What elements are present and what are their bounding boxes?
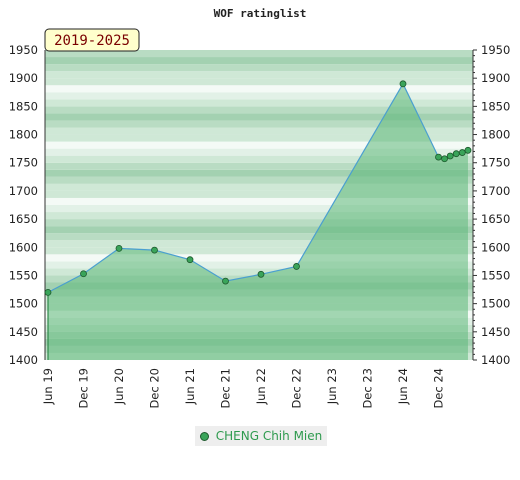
x-tick-label: Jun 20 <box>112 368 126 405</box>
x-tick-label: Jun 23 <box>325 368 339 405</box>
y-tick-label-left: 1450 <box>9 325 38 339</box>
y-tick-label-right: 1700 <box>481 184 510 198</box>
data-point <box>80 270 87 278</box>
data-point <box>452 150 460 158</box>
data-point <box>257 270 265 278</box>
y-tick-label-right: 1450 <box>481 325 510 339</box>
y-tick-label-right: 1550 <box>481 268 510 282</box>
data-points <box>44 80 472 296</box>
y-tick-label-left: 1800 <box>9 128 38 142</box>
y-tick-label-left: 1850 <box>9 99 38 113</box>
x-tick-label: Dec 22 <box>290 368 304 409</box>
y-tick-label-right: 1600 <box>481 240 510 254</box>
y-tick-label-left: 1750 <box>9 156 38 170</box>
x-tick-label: Jun 22 <box>254 368 268 405</box>
y-tick-label-right: 1750 <box>481 156 510 170</box>
y-tick-label-left: 1550 <box>9 268 38 282</box>
data-point <box>441 155 448 163</box>
y-tick-label-right: 1950 <box>481 43 510 57</box>
background-bands <box>45 50 473 360</box>
legend-marker <box>199 431 209 441</box>
x-tick-label: Dec 19 <box>77 368 91 409</box>
y-tick-label-left: 1950 <box>9 43 38 57</box>
y-tick-label-right: 1900 <box>481 71 510 85</box>
x-tick-label: Dec 23 <box>361 368 375 409</box>
legend-label: CHENG Chih Mien <box>215 429 323 443</box>
x-tick-label: Dec 20 <box>148 368 162 409</box>
period-badge: 2019-2025 <box>44 28 140 52</box>
data-point <box>186 256 194 264</box>
data-point <box>399 80 407 88</box>
x-tick-label: Jun 24 <box>396 368 410 405</box>
y-tick-label-left: 1400 <box>9 353 38 367</box>
y-tick-label-left: 1600 <box>9 240 38 254</box>
x-tick-label: Dec 21 <box>219 368 233 409</box>
data-point <box>44 288 52 296</box>
data-point <box>222 277 229 285</box>
x-tick-label: Jun 19 <box>41 368 55 405</box>
data-point <box>458 149 466 156</box>
legend: CHENG Chih Mien <box>195 426 327 446</box>
data-point <box>435 153 442 161</box>
data-point <box>293 263 300 270</box>
y-tick-label-left: 1650 <box>9 212 38 226</box>
data-point <box>151 246 158 254</box>
chart-title: WOF ratinglist <box>214 7 307 20</box>
data-point <box>115 244 123 252</box>
y-tick-label-left: 1700 <box>9 184 38 198</box>
data-point <box>464 146 472 154</box>
y-tick-label-right: 1500 <box>481 297 510 311</box>
x-tick-label: Dec 24 <box>432 368 446 409</box>
y-tick-label-left: 1500 <box>9 297 38 311</box>
y-tick-label-right: 1650 <box>481 212 510 226</box>
axes: 1400 1400 1450 1450 1500 1500 1550 1550 1600 1600… <box>9 43 511 409</box>
y-tick-label-right: 1850 <box>481 99 510 113</box>
y-tick-label-right: 1400 <box>481 353 510 367</box>
x-tick-label: Jun 21 <box>183 368 197 405</box>
period-label: 2019-2025 <box>54 33 130 49</box>
data-point <box>446 152 454 160</box>
y-tick-label-right: 1800 <box>481 128 510 142</box>
y-tick-label-left: 1900 <box>9 71 38 85</box>
